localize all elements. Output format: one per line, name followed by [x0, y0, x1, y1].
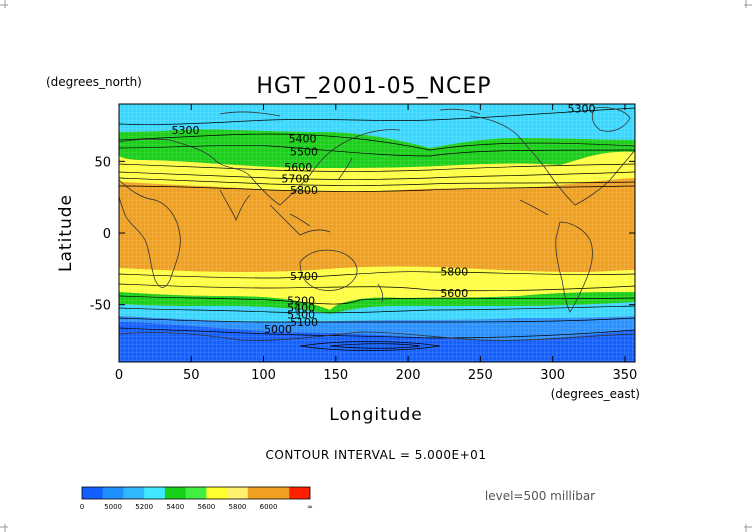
- colorbar-swatch: [227, 487, 249, 499]
- contour-label: 5800: [440, 266, 468, 279]
- contour-lines: [119, 107, 635, 351]
- colorbar-swatch: [144, 487, 166, 499]
- grid-overlay: [119, 104, 635, 362]
- colorbar-swatch: [289, 487, 311, 499]
- colorbar-tick-label: ∞: [307, 503, 313, 511]
- contour-label: 5500: [290, 145, 318, 158]
- chart-title: HGT_2001-05_NCEP: [256, 74, 491, 99]
- y-units-label: (degrees_north): [46, 75, 142, 89]
- colorbar-swatch: [268, 487, 290, 499]
- contour-label: 5000: [264, 323, 292, 336]
- colorbar-tick-label: 5600: [197, 503, 215, 511]
- x-tick-label: 200: [396, 368, 421, 383]
- contour-label: 5300: [287, 309, 315, 322]
- colorbar-frame: [81, 486, 311, 500]
- level-text: level=500 millibar: [485, 489, 595, 503]
- colorbar-tick-label: 5200: [135, 503, 153, 511]
- y-axis: 50 0 -50: [90, 155, 635, 314]
- colorbar-tick-label: 5800: [229, 503, 247, 511]
- x-axis: 0 50 100 150 200 250 300 350: [115, 104, 637, 383]
- colorbar-swatch: [206, 487, 228, 499]
- y-tick-label: 50: [94, 155, 111, 170]
- contour-label: 5700: [281, 173, 309, 186]
- y-tick-label: 0: [103, 227, 111, 242]
- contour-label: 5400: [289, 132, 317, 145]
- y-axis-title: Latitude: [56, 194, 76, 272]
- colorbar-tick-label: 0: [80, 503, 84, 511]
- x-tick-label: 100: [251, 368, 276, 383]
- contour-interval-text: CONTOUR INTERVAL = 5.000E+01: [266, 448, 487, 462]
- x-tick-label: 300: [540, 368, 565, 383]
- contour-label: 5300: [568, 102, 596, 115]
- contour-label: 5800: [290, 184, 318, 197]
- colorbar-swatch: [185, 487, 207, 499]
- contour-label: 5200: [287, 294, 315, 307]
- coastlines: [119, 107, 635, 341]
- contour-label: 5400: [287, 302, 315, 315]
- colorbar-tick-label: 5400: [166, 503, 184, 511]
- colorbar-swatch: [164, 487, 186, 499]
- x-tick-label: 0: [115, 368, 123, 383]
- x-tick-label: 50: [183, 368, 200, 383]
- colorbar-swatch: [82, 487, 104, 499]
- contour-label: 5600: [284, 161, 312, 174]
- colorbar-tick-label: 6000: [260, 503, 278, 511]
- contour-label: 5100: [290, 316, 318, 329]
- x-tick-label: 350: [612, 368, 637, 383]
- colorbar-swatch: [123, 487, 145, 499]
- contour-label: 5700: [290, 270, 318, 283]
- x-units-label: (degrees_east): [551, 387, 640, 401]
- x-tick-label: 250: [468, 368, 493, 383]
- colorbar: 0 5000 5200 5400 5600 5800 6000 ∞: [80, 486, 313, 511]
- y-tick-label: -50: [90, 299, 111, 314]
- contour-label: 5300: [171, 124, 199, 137]
- colorbar-swatch: [102, 487, 124, 499]
- x-axis-title: Longitude: [329, 405, 423, 425]
- colorbar-swatch: [247, 487, 269, 499]
- contour-label: 5600: [440, 287, 468, 300]
- x-tick-label: 150: [323, 368, 348, 383]
- colorbar-tick-label: 5000: [104, 503, 122, 511]
